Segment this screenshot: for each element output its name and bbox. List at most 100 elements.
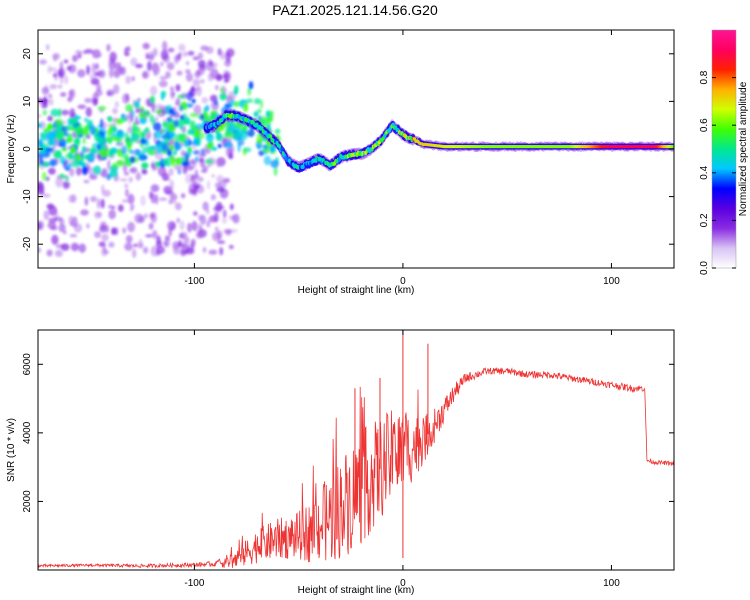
spectrogram-blob — [160, 90, 165, 101]
spectrogram-blob — [124, 52, 130, 56]
spectrogram-blob — [109, 168, 118, 178]
spectrogram-blob — [50, 160, 56, 166]
spectrogram-blob — [48, 98, 54, 106]
spectrogram-blob — [266, 110, 270, 118]
spectrogram-blob — [47, 115, 53, 122]
spectrogram-blob — [153, 122, 162, 132]
spectrogram-blob — [127, 221, 136, 233]
spectrogram-blob — [160, 61, 164, 67]
spectrogram-blob — [38, 138, 44, 147]
spectrogram-blob — [74, 115, 82, 120]
spectrogram-blob — [38, 114, 43, 118]
spectrogram-blob — [139, 106, 145, 111]
spectrogram-blob — [262, 148, 270, 153]
spectrogram-blob — [265, 117, 274, 123]
spectrogram-blob — [187, 139, 192, 147]
spectrogram-blob — [189, 112, 199, 118]
spectrogram-blob — [82, 136, 86, 145]
spectrogram-blob — [108, 241, 115, 248]
spectrogram-blob — [145, 52, 149, 60]
spectrogram-blob — [129, 167, 138, 174]
spectrogram-blob — [57, 67, 66, 79]
spectrogram-blob — [45, 147, 54, 153]
spectrogram-blob — [165, 190, 174, 195]
x-tick-label: 100 — [603, 578, 620, 589]
spectrogram-blob — [70, 145, 77, 154]
y-tick-label: -20 — [22, 237, 33, 252]
spectrogram-blob — [190, 239, 195, 251]
spectrogram-blob — [215, 201, 223, 213]
spectrogram-blob — [220, 87, 224, 92]
spectrogram-blob — [108, 148, 115, 158]
spectrogram-blob — [123, 171, 130, 176]
spectrogram-blob — [67, 96, 73, 103]
spectrogram-blob — [224, 52, 231, 62]
spectrogram-blob — [85, 166, 95, 175]
spectrogram-blob — [95, 89, 103, 97]
spectrogram-blob — [159, 76, 168, 80]
spectrogram-blob — [273, 166, 278, 177]
spectrogram-blob — [124, 131, 129, 138]
spectrogram-blob — [48, 67, 58, 71]
spectrogram-blob — [140, 138, 147, 145]
spectrogram-blob — [125, 188, 129, 197]
spectrogram-blob — [69, 234, 78, 238]
spectrogram-blob — [196, 231, 204, 239]
spectrogram-blob — [257, 108, 262, 114]
spectrogram-blob — [106, 128, 113, 137]
spectrogram-blob — [154, 130, 162, 140]
spectrogram-blob — [130, 203, 135, 210]
spectrogram-blob — [124, 183, 129, 189]
spectrogram-blob — [82, 146, 87, 154]
spectrogram-blob — [89, 73, 96, 80]
spectrogram-blob — [42, 132, 48, 142]
spectrogram-blob — [141, 110, 151, 116]
spectrogram-blob — [116, 160, 125, 167]
spectrogram-blob — [158, 80, 168, 88]
spectrogram-blob — [141, 162, 149, 169]
ridge-core — [269, 134, 273, 139]
spectrogram-blob — [167, 123, 176, 133]
spectrogram-blob — [94, 72, 101, 77]
snr-series-line — [38, 366, 674, 569]
spectrogram-blob — [228, 154, 234, 160]
spectrogram-blob — [117, 204, 124, 212]
spectrogram-blob — [148, 222, 154, 230]
colorbar-label: Normalized spectral amplitude — [738, 81, 749, 216]
spectrogram-blob — [179, 232, 188, 239]
spectrogram-blob — [216, 230, 223, 240]
spectrogram-blob — [185, 173, 193, 184]
colorbar-tick-label: 0.0 — [699, 261, 710, 275]
spectrogram-blob — [47, 93, 53, 99]
spectrogram-blob — [187, 129, 196, 135]
spectrogram-blob — [112, 107, 118, 115]
snr-plot-area — [38, 330, 674, 570]
spectrogram-blob — [84, 48, 94, 54]
spectrogram-blob — [81, 166, 88, 176]
spectrogram-blob — [224, 60, 232, 67]
spectrogram-blob — [179, 114, 185, 121]
spectrogram-blob — [229, 203, 234, 211]
spectrogram-blob — [65, 153, 69, 159]
spectrogram-blob — [54, 249, 63, 257]
spectrogram-blob — [55, 176, 64, 188]
spectrogram-blob — [217, 240, 226, 245]
spectrogram-blob — [194, 223, 202, 233]
spectrogram-blob — [100, 198, 105, 209]
spectrogram-blob — [157, 142, 162, 149]
spectrogram-blob — [215, 133, 224, 142]
spectrogram-blob — [187, 146, 193, 154]
spectrogram-blob — [147, 51, 155, 62]
spectrogram-blob — [187, 50, 195, 56]
spectrogram-blob — [150, 95, 155, 104]
spectrogram-blob — [153, 64, 161, 76]
spectrogram-blob — [199, 132, 205, 140]
spectrogram-blob — [243, 102, 249, 113]
spectrogram-blob — [69, 167, 75, 177]
spectrogram-blob — [248, 81, 254, 90]
spectrogram-blob — [89, 148, 99, 155]
spectrogram-blob — [66, 133, 74, 143]
x-tick-label: -100 — [184, 276, 204, 287]
